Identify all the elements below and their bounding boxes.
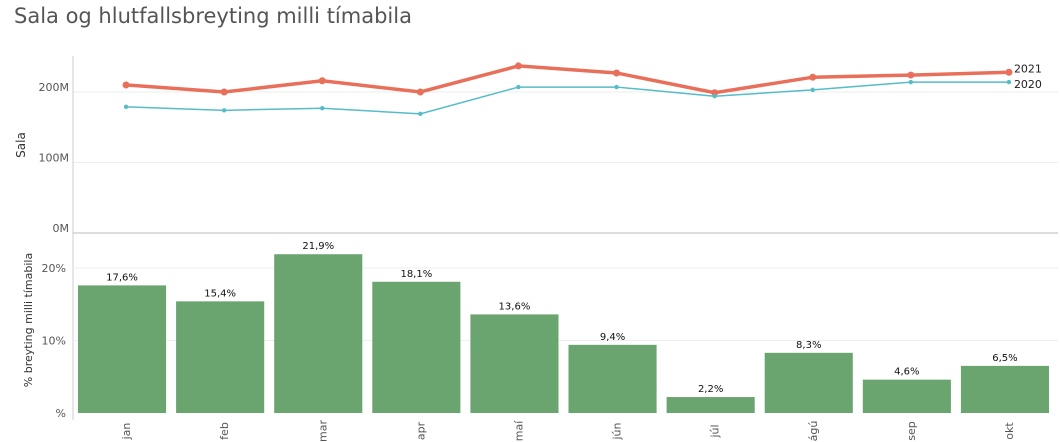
data-point [908, 79, 914, 85]
data-label: 17,6% [106, 272, 138, 283]
data-point [418, 111, 423, 117]
series-label: 2020 [1014, 78, 1042, 91]
y-tick-label: 20% [42, 262, 66, 275]
data-point [320, 106, 325, 111]
bar [470, 314, 559, 413]
bar [372, 281, 461, 413]
x-tick-label: jan [120, 423, 133, 441]
x-tick-label: ágú [807, 421, 820, 442]
data-label: 13,6% [499, 301, 531, 312]
data-label: 18,1% [400, 269, 432, 280]
y-tick-label: % [56, 407, 66, 420]
data-point [907, 71, 915, 79]
data-point [712, 94, 717, 99]
data-point [122, 81, 130, 89]
x-tick-label: apr [414, 421, 427, 440]
y-axis-label: Sala [14, 132, 28, 158]
data-point [614, 84, 619, 90]
bar [666, 397, 755, 413]
bar [862, 379, 951, 413]
bar [274, 254, 363, 413]
bar [176, 301, 265, 413]
chart-title: Sala og hlutfallsbreyting milli tímabila [14, 4, 412, 28]
x-tick-label: jún [611, 422, 624, 440]
series-line-2020 [126, 81, 1009, 115]
x-tick-label: sep [905, 421, 918, 440]
data-point [123, 104, 129, 110]
data-point [514, 62, 522, 70]
x-tick-label: okt [1003, 422, 1016, 440]
data-label: 21,9% [302, 241, 334, 252]
data-point [613, 69, 621, 77]
bar [960, 365, 1049, 413]
bar [78, 285, 167, 413]
data-label: 4,6% [894, 367, 919, 378]
bar [568, 344, 657, 413]
data-point [220, 88, 228, 96]
data-point [1006, 79, 1012, 85]
y-tick-label: 0M [53, 222, 70, 235]
y-axis-label: % breyting milli tímabila [22, 253, 35, 387]
data-label: 6,5% [992, 353, 1017, 364]
data-label: 9,4% [600, 332, 625, 343]
x-tick-label: júl [709, 424, 722, 438]
x-tick-label: feb [218, 422, 231, 440]
data-point [318, 77, 326, 85]
series-label: 2021 [1014, 62, 1042, 75]
y-tick-label: 200M [39, 81, 70, 94]
y-tick-label: 10% [42, 335, 66, 348]
data-label: 15,4% [204, 288, 236, 299]
data-point [711, 89, 719, 97]
data-point [221, 108, 227, 113]
data-point [809, 73, 817, 81]
y-tick-label: 100M [39, 152, 70, 165]
x-tick-label: maí [512, 420, 525, 441]
x-tick-label: mar [316, 420, 329, 442]
data-label: 2,2% [698, 384, 723, 395]
bar [764, 352, 853, 413]
data-label: 8,3% [796, 340, 821, 351]
data-point [416, 88, 424, 96]
data-point [1005, 68, 1013, 76]
series-line-2021 [125, 64, 1010, 95]
data-point [516, 84, 521, 90]
data-point [810, 87, 815, 93]
